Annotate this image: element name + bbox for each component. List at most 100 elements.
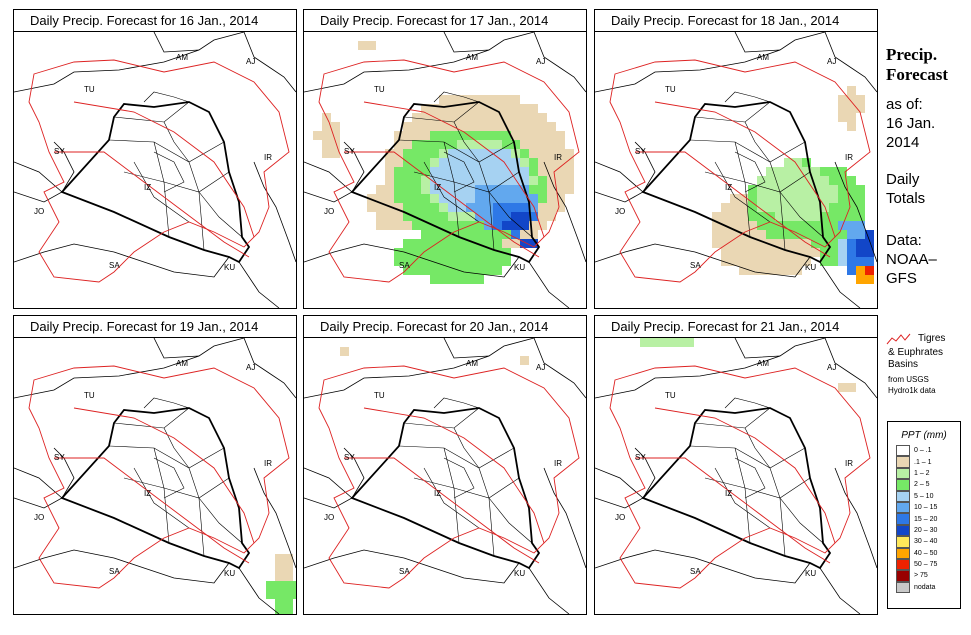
province-border [443,457,475,499]
precip-cell [538,158,547,167]
precip-cell [430,248,439,257]
precip-cell [376,212,385,221]
precip-cell [322,149,331,158]
precip-cell [739,221,748,230]
country-label: SA [399,261,410,270]
country-label: AM [466,53,478,62]
precip-cell [484,266,493,275]
country-label: AJ [827,363,836,372]
country-border [595,549,696,569]
precip-cell [448,257,457,266]
precip-cell [403,131,412,140]
precip-cell [466,203,475,212]
country-label: IR [264,153,272,162]
country-border [403,557,520,584]
precip-cell [538,212,547,221]
precip-cell [502,257,511,266]
precip-cell [529,131,538,140]
precip-cell [793,248,802,257]
precip-cell [421,203,430,212]
precip-cell [802,158,811,167]
country-border [595,467,644,499]
legend-item: 30 – 40 [896,536,960,548]
precip-cell [448,248,457,257]
precip-cell [538,149,547,158]
iraq-border [350,101,541,264]
country-border [824,32,877,93]
precip-cell [739,194,748,203]
precip-cell [820,221,829,230]
precip-cell [475,257,484,266]
precip-cell [847,113,856,122]
country-border [809,562,861,614]
precip-cell [511,194,520,203]
precip-cell [448,176,457,185]
map-svg: AM AJ TU SY IR JO SA KU IZ [304,32,586,308]
precip-cell [367,41,376,50]
precip-cell [403,203,412,212]
precip-cell [784,221,793,230]
legend-swatch [896,536,910,548]
precip-cell [430,212,439,221]
country-border [14,447,75,509]
precip-cell [721,239,730,248]
precip-cell [457,248,466,257]
country-border [533,32,586,93]
country-label: SY [635,147,646,156]
precip-cell [266,581,275,590]
country-label: JO [34,207,44,216]
basin-line: Hydro1k data [888,386,936,395]
precip-cell [403,149,412,158]
precip-cell [529,230,538,239]
precip-cell [838,194,847,203]
precip-cell [448,212,457,221]
precip-cell [412,239,421,248]
precip-cell [457,158,466,167]
country-border [113,557,230,584]
country-label: JO [324,513,334,522]
basin-outline [28,59,290,283]
country-border [595,243,696,263]
basin-line: & Euphrates [888,347,944,358]
map-svg: AM AJ TU SY IR JO SA KU IZ [595,338,877,614]
country-border [694,251,811,278]
precip-cell [856,194,865,203]
country-border [14,161,63,193]
precip-cell [430,275,439,284]
country-border [443,338,490,359]
precip-cell [556,176,565,185]
precip-cell [403,176,412,185]
basin-key-title: Tigres [918,333,946,344]
legend-label: 10 – 15 [914,504,938,512]
precip-cell [466,239,475,248]
precip-cell [730,248,739,257]
basin-outline [609,59,871,283]
province-border [153,447,170,544]
province-border [734,457,766,499]
precip-cell [838,167,847,176]
province-border [143,397,190,409]
province-border [423,161,480,223]
precip-cell [511,221,520,230]
precip-cell [502,149,511,158]
country-label: KU [805,569,816,578]
precip-cell [439,275,448,284]
precip-cell [538,122,547,131]
country-border [595,161,644,193]
precip-cell [739,239,748,248]
precip-cell [712,230,721,239]
legend-label: 1 – 2 [914,469,930,477]
precip-cell [466,131,475,140]
precip-cell [502,230,511,239]
precip-cell [466,266,475,275]
precip-cell [838,239,847,248]
country-label: KU [224,569,235,578]
precip-cell [457,167,466,176]
precip-cell [529,158,538,167]
precip-cell [493,113,502,122]
country-label: AJ [536,57,545,66]
precip-cell [811,248,820,257]
precip-cell [865,266,874,275]
precip-cell [547,167,556,176]
precip-cell [412,158,421,167]
